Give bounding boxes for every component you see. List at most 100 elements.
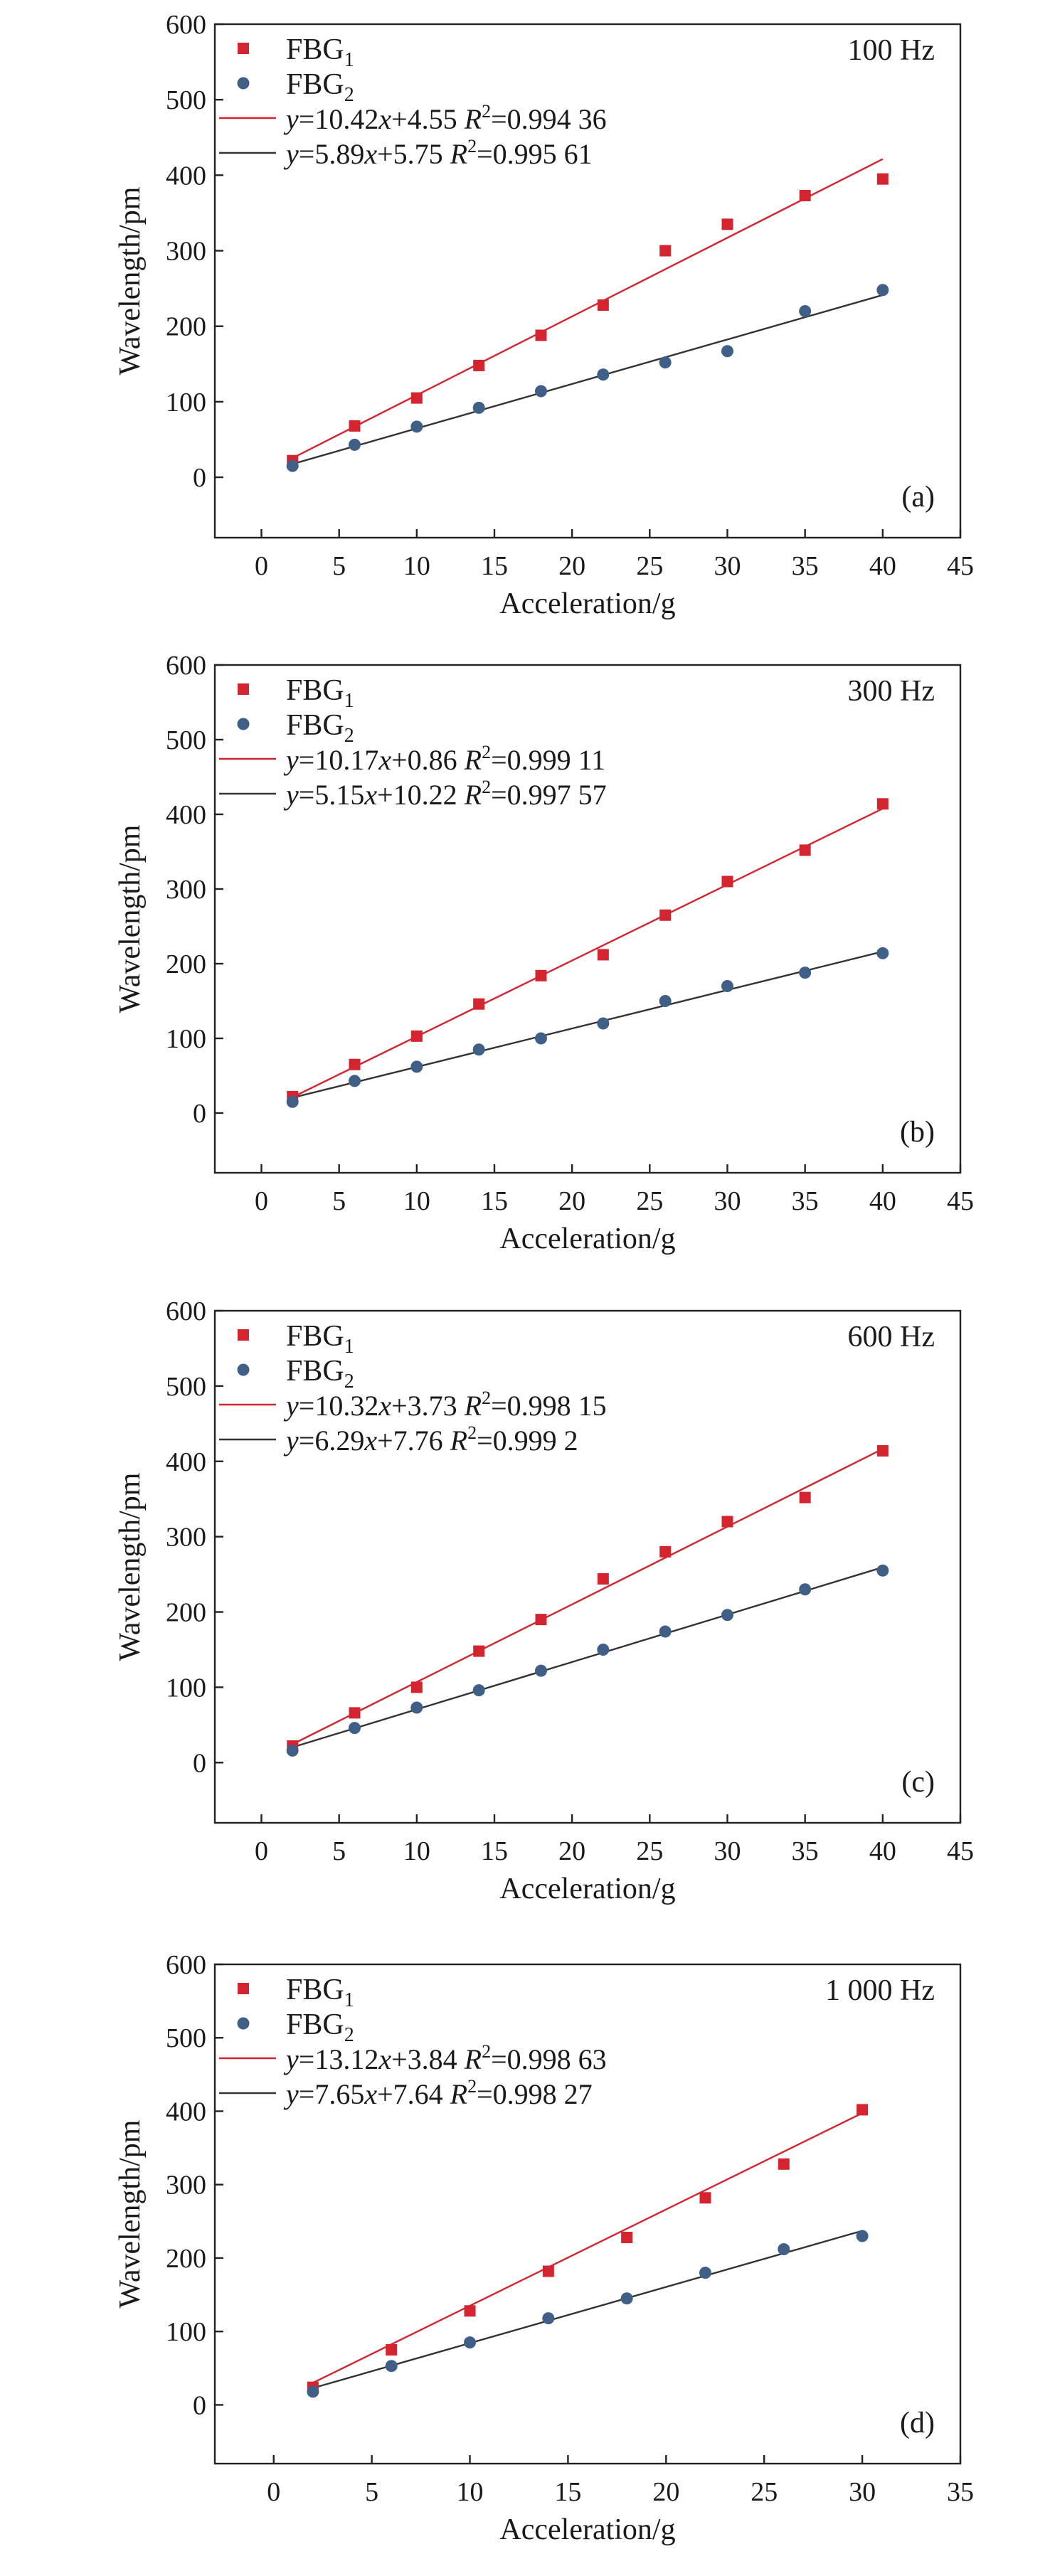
x-tick-label: 45 (947, 551, 974, 581)
legend-series-name: FBG (286, 1355, 344, 1388)
y-tick-label: 200 (166, 2244, 206, 2274)
frequency-label: 100 Hz (848, 34, 935, 67)
x-tick-label: 5 (332, 1836, 346, 1866)
fbg2-fit-line (312, 2230, 863, 2389)
x-tick-label: 35 (947, 2477, 974, 2507)
x-tick-label: 40 (869, 1186, 896, 1216)
legend-series-subscript: 2 (344, 84, 354, 106)
fbg2-data-point (385, 2360, 398, 2373)
eq-r: R (464, 2043, 482, 2075)
fbg1-fit-line (292, 158, 884, 459)
fbg2-fit-line (292, 950, 884, 1099)
fbg2-data-point (721, 1609, 733, 1622)
y-tick-label: 100 (166, 1024, 206, 1054)
fbg2-data-point (286, 1095, 299, 1108)
fbg1-data-point (857, 2104, 869, 2116)
fbg1-data-point (876, 1444, 889, 1457)
x-tick-label: 15 (481, 1836, 508, 1866)
y-tick-label: 300 (166, 875, 206, 905)
legend-series-subscript: 2 (344, 2024, 354, 2046)
x-tick-label: 45 (947, 1186, 974, 1216)
frequency-label: 300 Hz (848, 675, 935, 708)
fbg1-data-point (473, 998, 485, 1010)
eq-intercept: +5.75 (377, 138, 450, 170)
eq-intercept: +3.84 (391, 2043, 465, 2075)
legend-fit-equation: y=5.89x+5.75 R2=0.995 61 (283, 136, 593, 170)
eq-intercept: +4.55 (391, 103, 465, 135)
fbg1-data-point (597, 949, 609, 961)
eq-r2-value: =0.998 27 (477, 2078, 593, 2110)
fbg2-data-point (472, 1684, 485, 1697)
panel-label: (c) (901, 1766, 935, 1799)
fbg2-data-point (286, 1744, 299, 1757)
y-tick-label: 100 (166, 388, 206, 417)
fbg1-data-point (542, 2265, 554, 2277)
x-tick-label: 30 (714, 1836, 741, 1866)
fbg1-data-point (659, 245, 672, 257)
y-tick-label: 400 (166, 1447, 206, 1477)
x-tick-label: 25 (636, 1186, 663, 1216)
eq-x: x (378, 2043, 391, 2075)
eq-y: y (283, 2043, 299, 2075)
fbg1-data-point (699, 2192, 711, 2204)
fbg1-data-point (535, 329, 547, 341)
y-tick-label: 0 (193, 1748, 206, 1778)
fbg2-data-point (721, 980, 733, 992)
legend-fbg1-marker (238, 1329, 249, 1341)
x-tick-label: 15 (481, 1186, 508, 1216)
fbg2-data-point (349, 438, 361, 451)
x-tick-label: 25 (636, 551, 663, 581)
x-tick-label: 35 (792, 1836, 819, 1866)
fbg1-data-point (464, 2305, 476, 2317)
legend-fbg2-label: FBG2 (286, 2008, 354, 2046)
legend-fbg2-marker (237, 718, 250, 730)
y-tick-label: 300 (166, 237, 206, 267)
fbg1-fit-line (292, 1448, 884, 1745)
y-tick-label: 0 (193, 463, 206, 493)
legend-fit-equation: y=10.42x+4.55 R2=0.994 36 (283, 101, 607, 135)
x-tick-label: 30 (714, 1186, 741, 1216)
chart-panel-1: 0 5 10 15 20 25 30 35 40 45 0 100 200 300 400 500 600 Acc… (114, 10, 974, 620)
legend-series-name: FBG (286, 33, 344, 66)
x-tick-label: 30 (714, 551, 741, 581)
y-axis-title: Wavelength/pm (114, 186, 147, 375)
fbg2-data-point (410, 1701, 423, 1714)
fbg1-data-point (597, 1572, 609, 1585)
eq-y: y (283, 1425, 299, 1457)
legend-series-name: FBG (286, 709, 344, 742)
eq-y: y (283, 1390, 299, 1422)
y-tick-label: 0 (193, 1099, 206, 1129)
fbg1-data-point (876, 798, 889, 810)
eq-r-superscript: 2 (467, 1422, 477, 1443)
x-tick-label: 5 (365, 2477, 378, 2507)
x-tick-label: 20 (558, 1836, 585, 1866)
plot-frame (213, 1309, 962, 1824)
y-tick-label: 600 (166, 1950, 206, 1980)
eq-r-superscript: 2 (482, 101, 491, 122)
x-tick-label: 5 (332, 1186, 346, 1216)
fbg2-data-point (472, 1043, 485, 1056)
x-tick-label: 20 (558, 551, 585, 581)
fbg2-data-point (410, 420, 423, 433)
x-tick-label: 20 (652, 2477, 679, 2507)
fbg2-data-point (535, 1664, 547, 1677)
y-tick-label: 500 (166, 2023, 206, 2053)
eq-r-superscript: 2 (482, 777, 491, 797)
legend-series-name: FBG (286, 674, 344, 707)
fbg1-data-point (876, 173, 889, 185)
y-tick-label: 200 (166, 312, 206, 342)
plot-frame (213, 1963, 962, 2465)
eq-r-superscript: 2 (482, 2041, 491, 2062)
x-tick-label: 20 (558, 1186, 585, 1216)
fbg2-data-point (659, 995, 672, 1007)
eq-slope: =5.89 (299, 138, 365, 170)
eq-x: x (378, 103, 391, 135)
eq-r2-value: =0.998 15 (491, 1390, 607, 1422)
fbg2-data-point (876, 947, 889, 959)
legend-fbg2-marker (237, 2017, 250, 2030)
x-tick-label: 0 (255, 1836, 268, 1866)
chart-panel-3: 0 5 10 15 20 25 30 35 40 45 0 100 200 300 400 500 600 Acc… (114, 1297, 974, 1905)
fbg2-data-point (597, 1017, 610, 1030)
fbg1-data-point (535, 1614, 547, 1626)
legend-fbg2-label: FBG2 (286, 68, 354, 106)
